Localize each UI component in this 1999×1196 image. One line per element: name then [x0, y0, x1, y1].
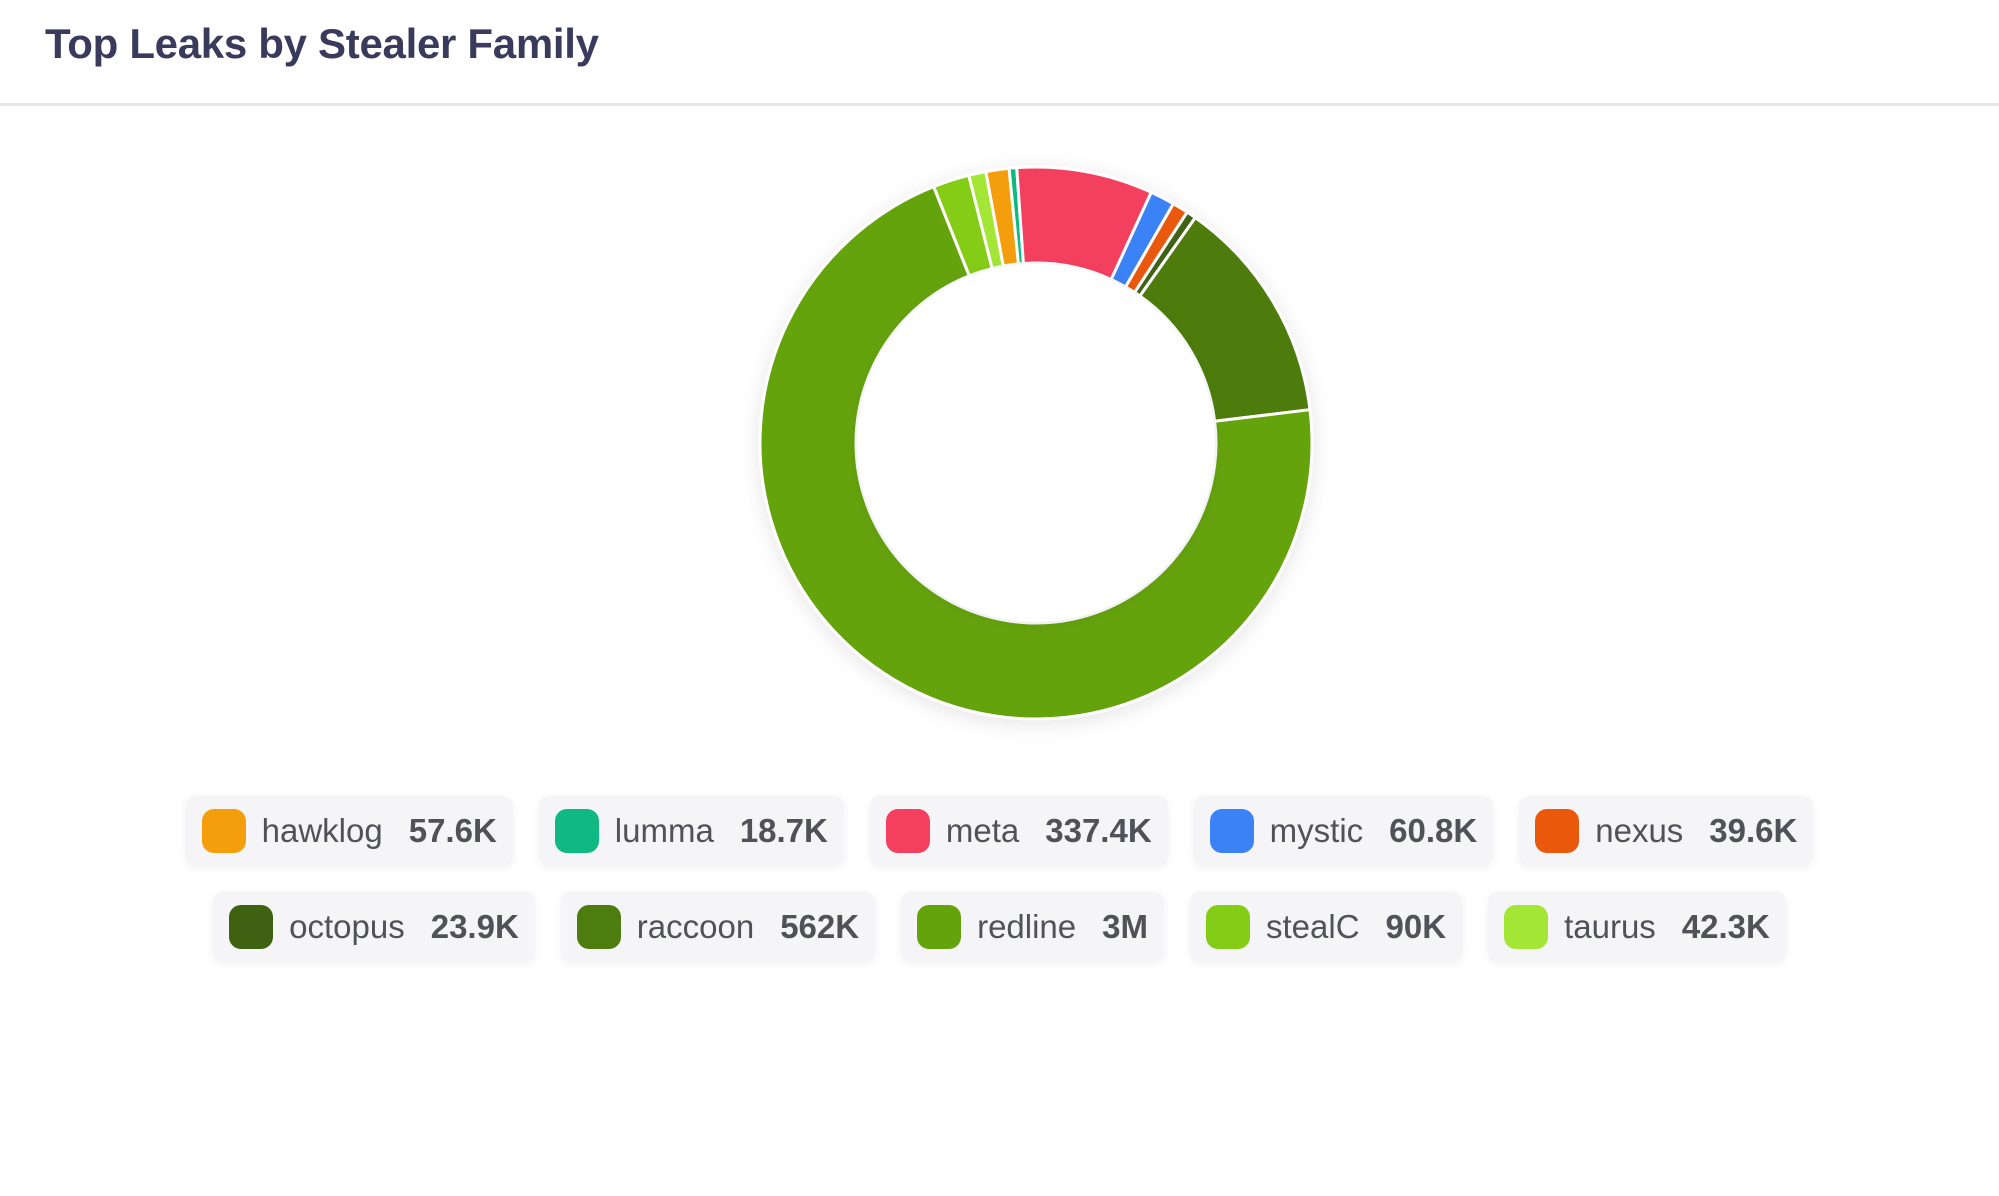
legend-row-1: hawklog 57.6K lumma 18.7K meta 337.4K mystic 60…: [0, 796, 1999, 866]
legend-value: 39.6K: [1709, 812, 1798, 849]
legend-label: stealC: [1266, 908, 1360, 945]
legend-item-stealc[interactable]: stealC 90K: [1190, 892, 1463, 962]
legend-value: 18.7K: [739, 812, 828, 849]
legend-swatch: [576, 905, 621, 949]
legend-item-octopus[interactable]: octopus 23.9K: [213, 892, 535, 962]
legend-swatch: [229, 905, 274, 949]
legend-swatch: [885, 809, 930, 853]
legend-swatch: [1206, 905, 1250, 949]
legend-label: nexus: [1595, 812, 1684, 849]
legend-label: hawklog: [261, 812, 383, 849]
legend-label: redline: [977, 908, 1077, 945]
legend-swatch: [1535, 809, 1580, 853]
legend-item-raccoon[interactable]: raccoon 562K: [560, 892, 876, 962]
legend-label: raccoon: [636, 908, 755, 945]
pie-slice-redline[interactable]: [758, 185, 1314, 721]
legend-label: mystic: [1269, 812, 1364, 849]
legend-label: octopus: [289, 908, 405, 945]
legend-item-hawklog[interactable]: hawklog 57.6K: [185, 796, 513, 866]
chart-legend: hawklog 57.6K lumma 18.7K meta 337.4K mystic 60…: [0, 796, 1999, 988]
legend-swatch: [1209, 809, 1254, 853]
legend-value: 57.6K: [408, 812, 497, 849]
page-title: Top Leaks by Stealer Family: [45, 20, 599, 67]
legend-value: 23.9K: [430, 908, 519, 945]
legend-item-taurus[interactable]: taurus 42.3K: [1488, 892, 1786, 962]
legend-label: lumma: [614, 812, 714, 849]
legend-value: 562K: [780, 908, 860, 945]
legend-item-redline[interactable]: redline 3M: [901, 892, 1164, 962]
chart-header: Top Leaks by Stealer Family: [0, 0, 1999, 106]
legend-value: 337.4K: [1045, 812, 1152, 849]
legend-label: meta: [945, 812, 1020, 849]
legend-item-lumma[interactable]: lumma 18.7K: [538, 796, 844, 866]
legend-row-2: octopus 23.9K raccoon 562K redline 3M stealC 90…: [0, 892, 1999, 962]
legend-item-meta[interactable]: meta 337.4K: [869, 796, 1168, 866]
legend-item-nexus[interactable]: nexus 39.6K: [1519, 796, 1814, 866]
donut-hole: [857, 264, 1215, 622]
legend-label: taurus: [1564, 908, 1656, 945]
legend-value: 60.8K: [1389, 812, 1478, 849]
legend-value: 3M: [1102, 908, 1148, 945]
legend-swatch: [201, 809, 246, 853]
legend-value: 90K: [1385, 908, 1447, 945]
legend-item-mystic[interactable]: mystic 60.8K: [1193, 796, 1494, 866]
legend-swatch: [917, 905, 962, 949]
legend-swatch: [554, 809, 599, 853]
legend-value: 42.3K: [1681, 908, 1770, 945]
legend-swatch: [1504, 905, 1549, 949]
pie-slice-taurus[interactable]: [967, 170, 1005, 270]
